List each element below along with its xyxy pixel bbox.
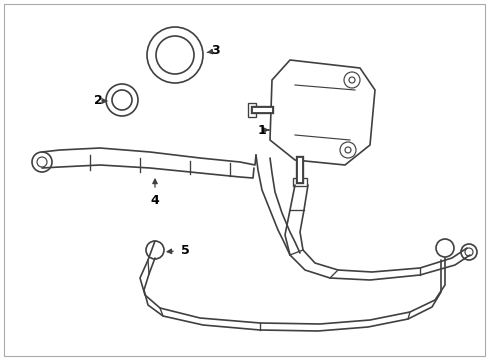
Text: 2: 2 xyxy=(93,94,102,108)
Text: 5: 5 xyxy=(180,243,189,256)
Bar xyxy=(292,178,306,186)
Circle shape xyxy=(32,152,52,172)
Bar xyxy=(247,103,256,117)
Circle shape xyxy=(146,241,163,259)
Text: 4: 4 xyxy=(150,194,159,207)
Text: 3: 3 xyxy=(210,44,219,57)
Circle shape xyxy=(435,239,453,257)
Text: 1: 1 xyxy=(257,123,266,136)
Circle shape xyxy=(460,244,476,260)
